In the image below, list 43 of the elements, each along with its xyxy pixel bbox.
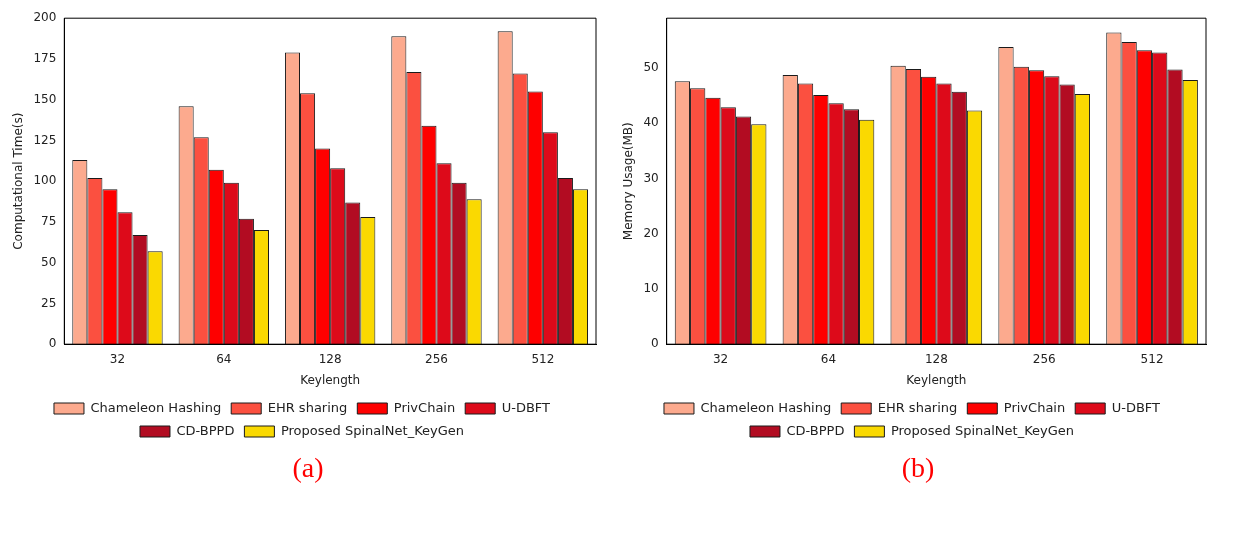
- legend-label: CD-BPPD: [786, 422, 845, 438]
- text: (b): [901, 452, 935, 484]
- x-tick-label: 32: [712, 351, 729, 366]
- x-axis-title: Keylength: [906, 372, 967, 387]
- x-tick-label: 64: [820, 351, 837, 366]
- x-tick-label: 256: [425, 351, 448, 366]
- y-tick-label: 75: [41, 214, 57, 229]
- x-axis-title: Keylength: [300, 372, 361, 387]
- y-axis-title: Memory Usage(MB): [621, 122, 636, 241]
- legend-label: PrivChain: [393, 399, 456, 415]
- legend-label: U-DBFT: [1111, 399, 1161, 415]
- legend-label: Proposed SpinalNet_KeyGen: [280, 422, 465, 438]
- y-tick-label: 50: [41, 254, 57, 269]
- x-tick-label: 256: [1032, 351, 1056, 366]
- y-tick-label: 200: [33, 10, 57, 25]
- y-tick-label: 50: [643, 60, 659, 75]
- y-tick-label: 125: [33, 132, 57, 147]
- y-tick-label: 0: [651, 336, 659, 351]
- y-tick-label: 10: [643, 281, 659, 296]
- y-axis-title: Computational Time(s): [11, 112, 26, 250]
- y-tick-label: 30: [643, 170, 659, 185]
- y-tick-label: 20: [643, 225, 659, 240]
- legend-label: PrivChain: [1003, 399, 1066, 415]
- y-tick-label: 175: [33, 51, 57, 66]
- y-tick-label: 100: [33, 173, 57, 188]
- x-tick-label: 512: [1140, 351, 1164, 366]
- y-tick-label: 0: [48, 336, 57, 351]
- x-tick-label: 128: [924, 351, 948, 366]
- x-tick-label: 512: [531, 351, 555, 366]
- legend-label: Chameleon Hashing: [90, 399, 222, 415]
- text: (a): [292, 452, 324, 484]
- x-tick-label: 32: [109, 351, 126, 366]
- x-tick-label: 64: [216, 351, 232, 366]
- y-tick-label: 40: [643, 115, 659, 130]
- legend-label: Chameleon Hashing: [700, 399, 832, 415]
- x-tick-label: 128: [318, 351, 342, 366]
- y-tick-label: 25: [41, 295, 57, 310]
- legend-label: CD-BPPD: [176, 422, 235, 438]
- y-tick-label: 150: [33, 91, 57, 106]
- legend-label: EHR sharing: [877, 399, 958, 415]
- legend-label: EHR sharing: [267, 399, 348, 415]
- legend-label: Proposed SpinalNet_KeyGen: [890, 422, 1075, 438]
- legend-label: U-DBFT: [501, 399, 551, 415]
